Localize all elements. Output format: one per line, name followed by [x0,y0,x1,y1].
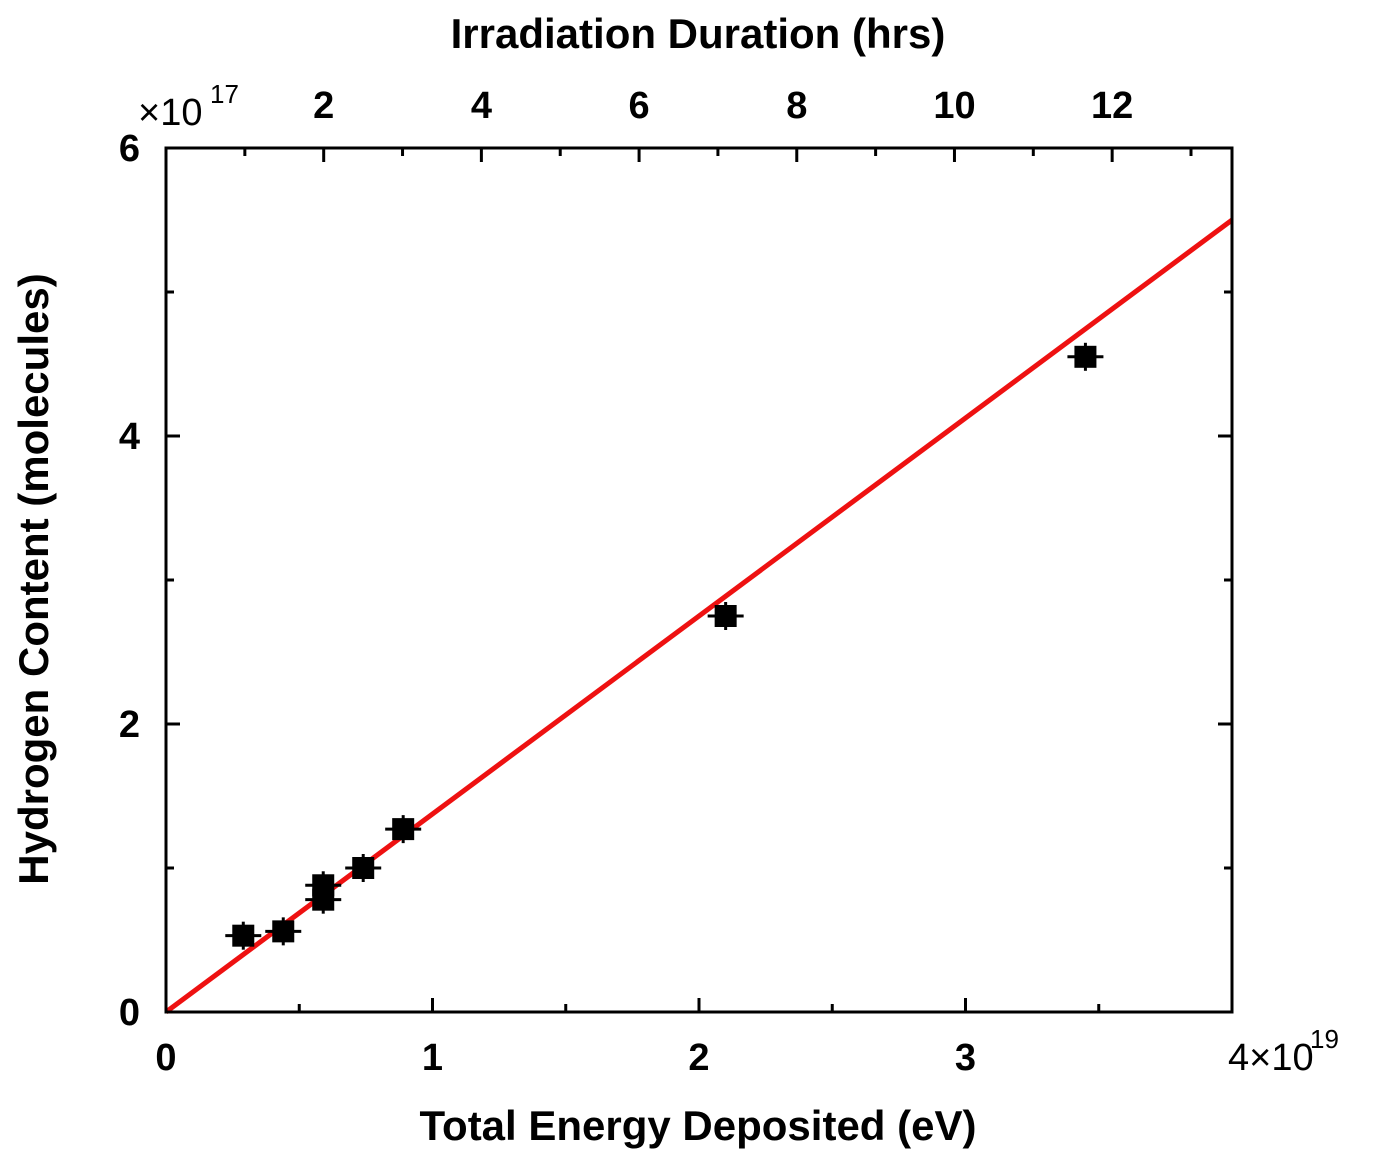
data-point [1074,345,1097,368]
y-tick-label: 0 [119,992,140,1034]
data-point [272,920,295,943]
x2-axis-title: Irradiation Duration (hrs) [451,10,946,57]
y-multiplier-exponent: 17 [210,79,239,109]
data-point [232,924,255,947]
data-point [392,818,415,841]
y-multiplier: ×10 17 [138,79,239,134]
data-point [352,857,375,879]
y-tick-label: 4 [119,416,140,458]
data-point [312,874,335,897]
x-multiplier-base: 4×10 [1228,1037,1314,1079]
x-tick-label: 2 [688,1037,709,1079]
x-tick-label: 0 [155,1037,176,1079]
x-axis-title: Total Energy Deposited (eV) [420,1102,977,1149]
x2-tick-label: 2 [313,85,334,127]
x-tick-label: 3 [955,1037,976,1079]
y-axis-title: Hydrogen Content (molecules) [10,273,57,884]
data-point [714,605,737,627]
x2-tick-label: 4 [471,85,492,127]
x-multiplier: 4×10 19 [1228,1024,1339,1079]
x2-tick-label: 10 [933,85,975,127]
x2-tick-label: 8 [786,85,807,127]
y-multiplier-base: ×10 [138,92,202,134]
y-tick-label: 2 [119,704,140,746]
tick-marks [164,146,1234,1014]
x-multiplier-exponent: 19 [1310,1024,1339,1054]
x2-tick-label: 12 [1091,85,1133,127]
data-marks [164,217,1234,1015]
fit-line [164,217,1234,1015]
x-tick-label: 1 [422,1037,443,1079]
x2-tick-label: 6 [629,85,650,127]
y-tick-label: 6 [119,128,140,170]
